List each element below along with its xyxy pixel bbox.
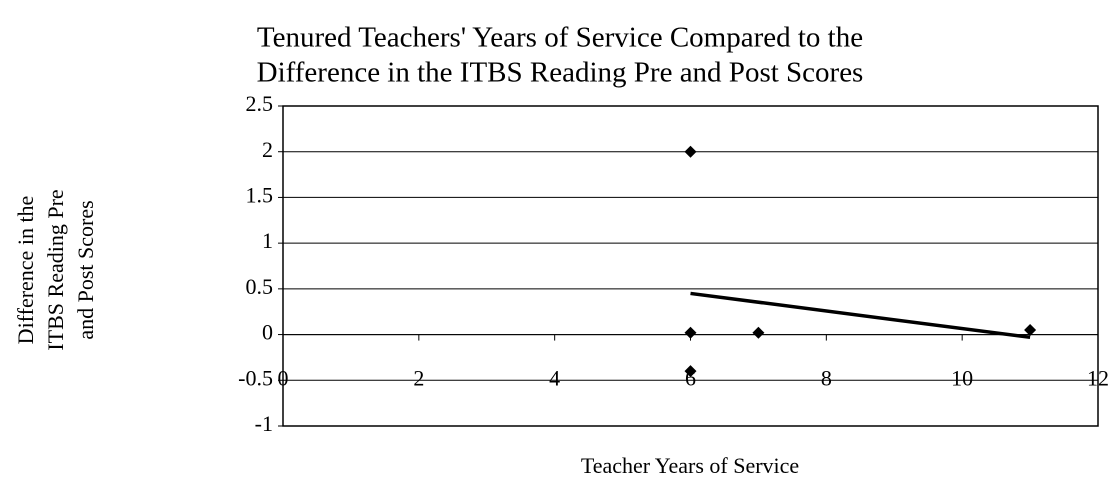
point	[684, 365, 697, 378]
x-tick-label: 8	[821, 365, 832, 390]
x-tick-label: 0	[278, 365, 289, 390]
chart-title: Difference in the ITBS Reading Pre and P…	[257, 57, 864, 89]
y-tick-label: 2.5	[246, 91, 274, 116]
x-tick-label: 2	[413, 365, 424, 390]
y-axis-title: Difference in the ITBS Reading Pre and P…	[13, 189, 98, 350]
x-axis-title: Teacher Years of Service	[581, 453, 799, 478]
y-tick-label: -0.5	[238, 365, 273, 390]
trendline	[690, 291, 1031, 340]
x-tick-label: 10	[951, 365, 973, 390]
point	[1024, 324, 1037, 336]
y-tick-label: -1	[255, 411, 273, 436]
x-tick-label: 12	[1087, 365, 1109, 390]
y-tick-label: 2	[262, 137, 273, 162]
y-axis-title-line: Difference in the	[13, 196, 38, 345]
point	[752, 326, 765, 339]
x-tick-label: 6	[685, 365, 696, 390]
x-tick-label: 4	[549, 365, 560, 390]
y-tick-label: 0	[262, 320, 273, 345]
y-tick-label: 0.5	[246, 274, 274, 299]
y-axis-title-line: and Post Scores	[73, 200, 98, 339]
chart-title: Tenured Teachers' Years of Service Compa…	[257, 22, 863, 54]
point	[684, 326, 697, 339]
point	[684, 145, 697, 158]
y-tick-label: 1.5	[246, 182, 274, 207]
y-tick-label: 1	[262, 228, 273, 253]
y-axis-title-line: ITBS Reading Pre	[43, 189, 68, 350]
